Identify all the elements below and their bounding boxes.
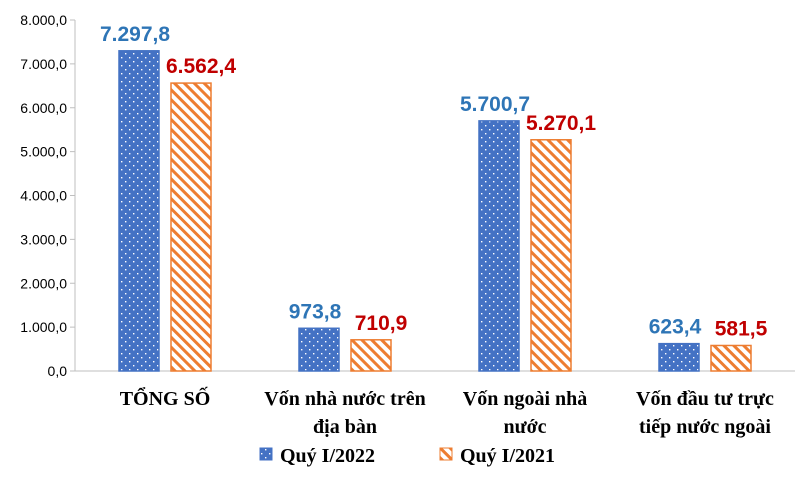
bar-series-1: [118, 50, 160, 372]
y-axis: 0,0 1.000,0 2.000,0 3.000,0 4.000,0 5.000,0 6.…: [20, 12, 795, 379]
data-label: 581,5: [715, 317, 768, 340]
data-label: 6.562,4: [166, 55, 236, 78]
legend-label: Quý I/2021: [460, 445, 555, 467]
legend: Quý I/2022 Quý I/2021: [259, 445, 555, 467]
bars-layer: [118, 50, 752, 372]
data-labels-layer: 7.297,8 6.562,4 973,8 710,9 5.700,75.270,1 62…: [100, 23, 768, 341]
category-label: tiếp nước ngoài: [639, 416, 771, 438]
category-label: Vốn nhà nước trên: [264, 388, 425, 410]
data-label: 5.270,1: [526, 112, 596, 135]
category-label: nước: [503, 416, 546, 438]
bar-series-2: [530, 139, 572, 372]
data-label: 5.700,7: [460, 93, 530, 116]
y-tick-label: 1.000,0: [20, 319, 67, 335]
bar-series-2: [350, 339, 392, 372]
y-tick-label: 4.000,0: [20, 188, 67, 204]
y-tick-label: 2.000,0: [20, 275, 67, 291]
category-labels-layer: TỔNG SỐ Vốn nhà nước trên địa bàn Vốn ngoài…: [120, 386, 774, 438]
bar-series-1: [298, 327, 340, 372]
legend-label: Quý I/2022: [280, 445, 375, 467]
y-tick-label: 7.000,0: [20, 56, 67, 72]
bar-series-2: [170, 82, 212, 372]
category-label: Vốn ngoài nhà: [463, 388, 588, 410]
bar-series-1: [478, 120, 520, 372]
legend-swatch: [439, 447, 453, 461]
bar-series-1: [658, 342, 700, 372]
data-label: 7.297,8: [100, 23, 170, 46]
y-tick-label: 8.000,0: [20, 12, 67, 28]
bar-series-2: [710, 344, 752, 372]
y-tick-label: 6.000,0: [20, 100, 67, 116]
data-label: 623,4: [649, 316, 702, 339]
data-label: 710,9: [355, 312, 408, 335]
y-tick-label: 5.000,0: [20, 144, 67, 160]
y-tick-label: 0,0: [48, 363, 68, 379]
category-label: Vốn đầu tư trực: [636, 388, 774, 410]
category-label: địa bàn: [313, 416, 377, 438]
data-label: 973,8: [289, 300, 342, 323]
legend-swatch: [259, 447, 273, 461]
category-label: TỔNG SỐ: [120, 386, 211, 410]
y-tick-label: 3.000,0: [20, 231, 67, 247]
